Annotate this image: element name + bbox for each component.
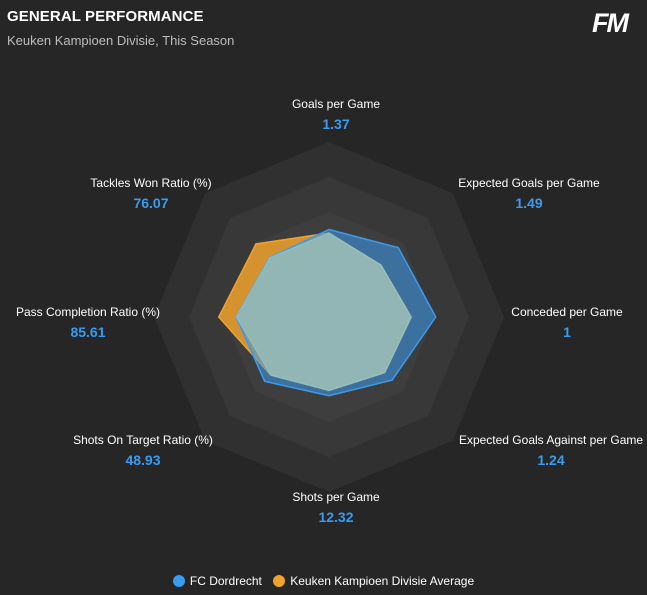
axis-label-7: Tackles Won Ratio (%) (90, 176, 212, 190)
axis-label-2: Conceded per Game (511, 305, 623, 319)
axis-value-0: 1.37 (322, 116, 350, 132)
axis-value-5: 48.93 (125, 452, 161, 468)
legend-label-average: Keuken Kampioen Divisie Average (290, 574, 475, 588)
chart-subtitle: Keuken Kampioen Divisie, This Season (7, 33, 235, 48)
axis-label-6: Pass Completion Ratio (%) (15, 305, 161, 319)
legend-label-team: FC Dordrecht (189, 574, 262, 588)
axis-value-6: 85.61 (70, 324, 106, 340)
axis-label-5: Shots On Target Ratio (%) (73, 433, 213, 447)
chart-title: GENERAL PERFORMANCE (7, 8, 204, 25)
chart-legend: FC Dordrecht Keuken Kampioen Divisie Ave… (0, 574, 647, 590)
axis-value-2: 1 (563, 324, 571, 340)
axis-label-3: Expected Goals Against per Game (458, 433, 644, 447)
series-overlap (235, 232, 412, 392)
fm-logo: FM (592, 8, 629, 38)
legend-dot-average (273, 575, 286, 587)
axis-value-7: 76.07 (133, 195, 169, 211)
axis-label-0: Goals per Game (291, 97, 381, 111)
axis-label-4: Shots per Game (292, 490, 380, 504)
axis-label-1: Expected Goals per Game (458, 176, 600, 190)
axis-value-4: 12.32 (318, 509, 354, 525)
axis-value-3: 1.24 (537, 452, 565, 468)
legend-dot-team (172, 575, 185, 587)
legend-item-average[interactable]: Keuken Kampioen Divisie Average (273, 574, 474, 588)
legend-item-team[interactable]: FC Dordrecht (172, 574, 262, 588)
axis-value-1: 1.49 (515, 195, 543, 211)
